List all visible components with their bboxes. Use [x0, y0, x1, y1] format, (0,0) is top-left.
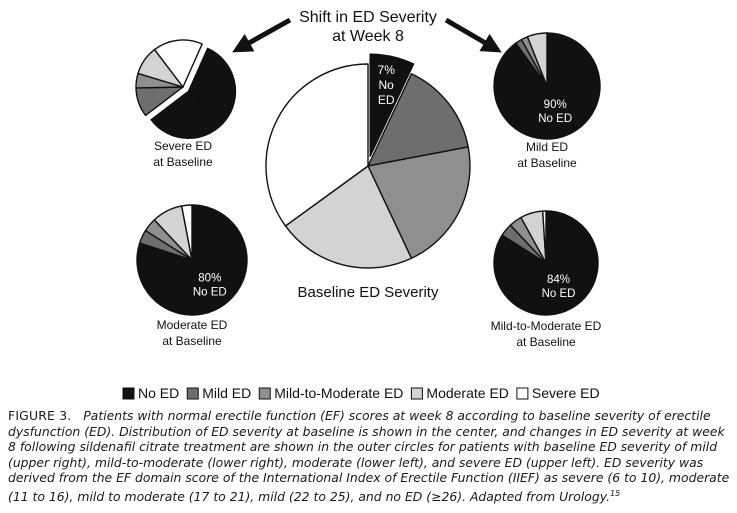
pie-slice-moderate-severe-ed	[180, 204, 193, 261]
data-label-mild-line-2: No ED	[538, 113, 572, 125]
legend-swatch-no-ed	[122, 387, 135, 400]
data-label-baseline-line-2: No	[379, 78, 395, 92]
label-mild-line-1: Mild ED	[526, 140, 568, 154]
legend-label-moderate-ed: Moderate ED	[426, 385, 508, 401]
pie-mild-to-moderate-baseline: 84% No ED	[493, 210, 599, 316]
legend-swatch-mild-to-moderate-ed	[258, 387, 271, 400]
legend-label-no-ed: No ED	[138, 385, 179, 401]
data-label-moderate-line-1: 80%	[198, 273, 221, 285]
legend-label-mild-to-moderate-ed: Mild-to-Moderate ED	[274, 385, 403, 401]
label-moderate-line-1: Moderate ED	[157, 318, 228, 332]
pie-slice-baseline-mild-to-moderate-ed	[367, 146, 471, 259]
pie-slice-mild-moderate-ed	[526, 32, 548, 87]
label-baseline: Baseline ED Severity	[298, 284, 439, 301]
data-label-mild-to-moderate-line-1: 84%	[547, 274, 570, 286]
data-label-mild-line-1: 90%	[544, 99, 567, 111]
pie-slice-severe-no-ed	[150, 47, 237, 139]
caption-reference: 15	[610, 488, 621, 498]
label-mild-line-2: at Baseline	[517, 156, 577, 170]
pie-slice-mild-to-moderate-severe-ed	[542, 210, 547, 264]
data-label-moderate-line-2: No ED	[193, 287, 227, 299]
pie-mild-baseline: 90% No ED	[493, 32, 601, 140]
legend: No ED Mild ED Mild-to-Moderate ED Moderate …	[122, 385, 600, 401]
data-label-mild-to-moderate-line-2: No ED	[542, 288, 576, 300]
pie-slice-severe-severe-ed	[153, 39, 203, 88]
pie-slice-mild-to-moderate-no-ed	[493, 210, 599, 316]
legend-swatch-mild-ed	[186, 387, 199, 400]
label-mild-to-moderate-line-1: Mild-to-Moderate ED	[491, 319, 602, 333]
arrow-to-severe	[232, 17, 292, 53]
chart-title-line-2: at Week 8	[332, 28, 404, 45]
legend-label-mild-ed: Mild ED	[202, 385, 251, 401]
legend-label-severe-ed: Severe ED	[532, 385, 600, 401]
data-label-baseline-line-3: ED	[378, 93, 395, 107]
pie-slice-baseline-mild-ed	[367, 73, 469, 167]
caption-label: FIGURE 3.	[8, 408, 72, 423]
data-label-severe-line-2: No ED	[190, 108, 224, 120]
arrow-to-mild	[444, 17, 502, 53]
pie-moderate-baseline: 80% No ED	[136, 204, 248, 316]
chart-title-line-1: Shift in ED Severity	[299, 9, 437, 26]
figure-caption: FIGURE 3. Patients with normal erectile …	[8, 408, 730, 505]
pie-slice-baseline-moderate-ed	[284, 165, 413, 269]
label-mild-to-moderate-line-2: at Baseline	[516, 335, 576, 349]
pie-severe-baseline: 58% No ED	[135, 39, 237, 139]
data-label-baseline-line-1: 7%	[378, 63, 396, 77]
legend-swatch-moderate-ed	[410, 387, 423, 400]
legend-swatch-severe-ed	[516, 387, 529, 400]
data-label-severe-line-1: 58%	[195, 94, 218, 106]
caption-text: Patients with normal erectile function (…	[8, 408, 730, 505]
label-severe-line-1: Severe ED	[154, 139, 212, 153]
pie-slice-baseline-no-ed	[369, 53, 415, 157]
label-severe-line-2: at Baseline	[153, 155, 213, 169]
label-moderate-line-2: at Baseline	[162, 334, 222, 348]
pie-slice-baseline-severe-ed	[265, 63, 369, 227]
